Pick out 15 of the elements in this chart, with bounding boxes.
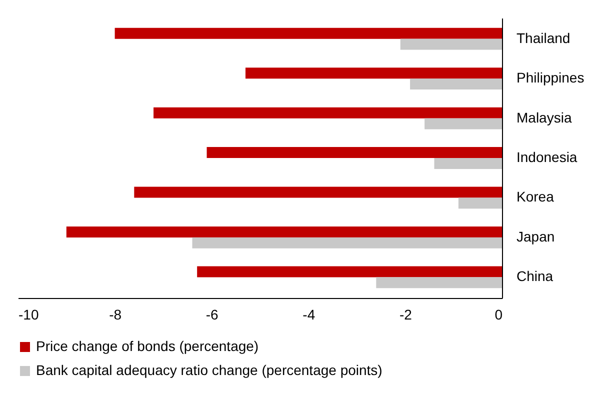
x-tick-label: -10 <box>18 306 39 322</box>
y-tick-label: Korea <box>516 188 554 205</box>
y-tick-label: Malaysia <box>516 109 572 126</box>
y-tick-label: Japan <box>516 228 555 244</box>
y-tick-label: Thailand <box>516 30 570 46</box>
x-tick-label: -8 <box>109 306 122 322</box>
x-tick-label: -2 <box>399 306 412 322</box>
y-tick-label: Indonesia <box>516 149 578 165</box>
y-tick-label: China <box>516 268 554 284</box>
legend-label: Bank capital adequacy ratio change (percentage points) <box>36 362 382 378</box>
x-tick-label: -6 <box>206 306 219 322</box>
y-tick-label: Philippines <box>516 70 584 86</box>
legend-label: Price change of bonds (percentage) <box>36 338 259 354</box>
x-tick-label: -4 <box>302 306 316 322</box>
x-tick-label: 0 <box>494 306 503 322</box>
